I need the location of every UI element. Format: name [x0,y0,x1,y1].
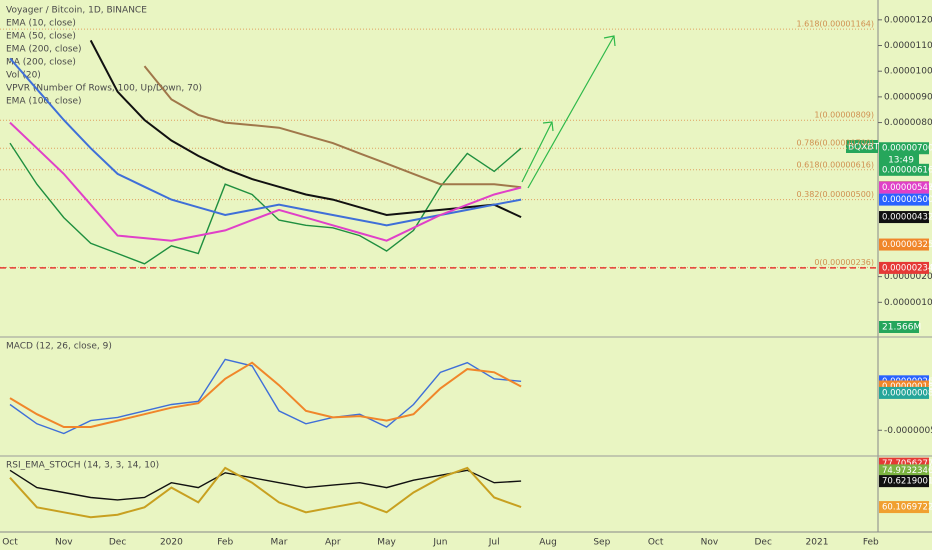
indicator-label: Vol (20) [6,71,41,81]
price-badge [879,142,929,155]
indicator-label: EMA (10, close) [6,19,76,29]
price-badge [879,475,929,488]
price-badge-label: 60.10697227 [882,503,932,513]
indicator-label: VPVR (Number Of Rows, 100, Up/Down, 70) [6,84,202,94]
fib-label: 1.618(0.00001164) [797,20,875,29]
price-badge [879,464,929,477]
x-tick-label: Dec [754,538,771,548]
x-tick-label: 2021 [806,538,829,548]
price-badge-label: 0.00000008 [882,388,932,398]
x-tick-label: Mar [271,538,288,548]
y-tick-label: -0.00000050 [884,426,932,436]
fib-label: 0(0.00000236) [814,258,874,267]
price-badge [879,261,929,274]
price-badge [879,163,929,176]
price-badge-label: 0.00000616 [882,165,932,175]
price-badge [879,193,929,206]
symbol: BQXBTC [848,143,885,153]
series-line [9,358,522,435]
price-badge-label: 0.00000500 [882,195,932,205]
price-badge-label: 0.00000700 [882,144,932,154]
x-tick-label: Sep [593,538,610,548]
indicator-label: EMA (200, close) [6,45,82,55]
x-tick-label: Apr [325,538,341,548]
series-line [9,57,522,227]
series-line [9,466,522,519]
x-tick-label: Oct [2,538,18,548]
series-line [9,361,522,428]
series-line [89,39,522,219]
symbol-badge [846,140,878,153]
price-badge [879,181,929,194]
pane-title: MACD (12, 26, close, 9) [6,342,112,352]
indicator-label: EMA (50, close) [6,32,76,42]
series-line [143,65,522,189]
price-badge-label: 74.97323465 [882,466,932,476]
x-tick-label: Nov [55,538,73,548]
indicator-label: EMA (100, close) [6,97,82,107]
y-tick-label: 0.00000100 [884,298,932,308]
chart-title: Voyager / Bitcoin, 1D, BINANCE [6,6,147,16]
price-badge [879,386,929,399]
projection-arrow [521,121,554,183]
price-badge [879,238,929,251]
fib-label: 0.786(0.00000700) [797,139,875,148]
x-tick-label: Feb [217,538,233,548]
projection-arrow [527,35,616,189]
x-tick-label: Jun [432,538,447,548]
price-badge-label: 0.00000547 [882,183,932,193]
volume-badge [879,321,919,333]
price-badge-label: 70.62190011 [882,477,932,487]
series-line [9,469,522,501]
price-badge-label: 0.00000432 [882,213,932,223]
price-badge [879,211,929,224]
x-tick-label: Nov [701,538,719,548]
pane-title: RSI_EMA_STOCH (14, 3, 3, 14, 10) [6,461,159,471]
fib-label: 0.382(0.00000500) [797,190,875,199]
x-tick-label: Dec [109,538,126,548]
indicator-label: MA (200, close) [6,58,76,68]
x-tick-label: May [377,538,396,548]
x-tick-label: Oct [648,538,664,548]
price-badge-label: 0.00000325 [882,240,932,250]
x-tick-label: Aug [539,538,557,548]
timer-badge [879,154,919,166]
fib-label: 0.618(0.00000616) [797,160,875,169]
volume-label: 21.566M [882,323,921,333]
x-tick-label: Jul [488,538,500,548]
timer: 13:49 [888,156,914,166]
fib-label: 1(0.00000809) [814,111,874,120]
price-badge [879,501,929,514]
price-badge-label: 77.70562771 [882,459,932,469]
price-badge-label: 0.00000234 [882,263,932,273]
series-line [9,121,522,242]
x-tick-label: 2020 [160,538,183,548]
x-tick-label: Feb [863,538,879,548]
